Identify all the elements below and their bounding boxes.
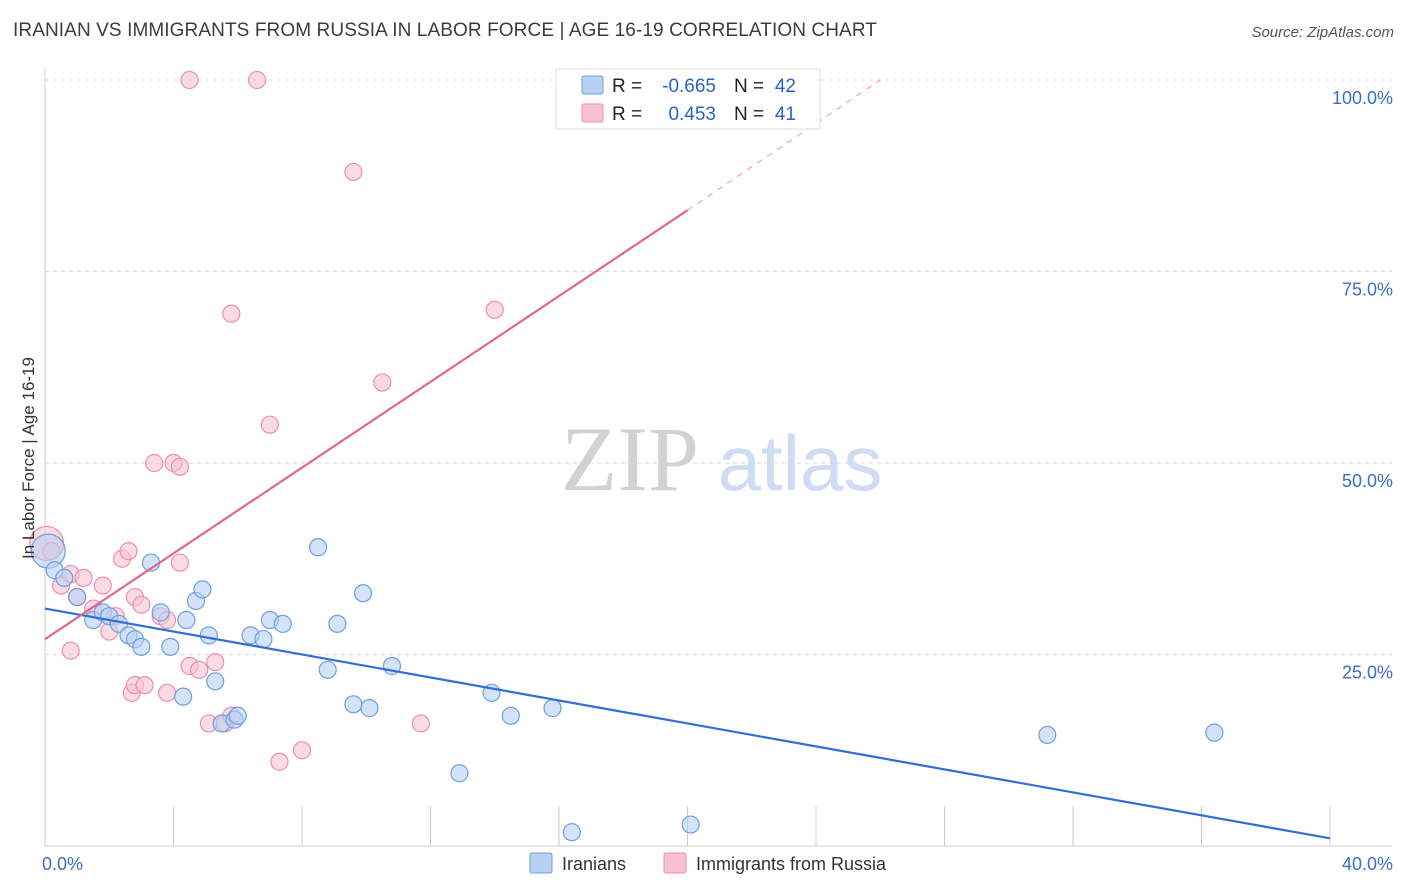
watermark-zip: ZIP	[561, 408, 699, 510]
y-tick-label: 100.0%	[1332, 88, 1393, 108]
russia-point	[260, 415, 279, 434]
iranians-point	[353, 584, 373, 603]
legend-swatch-russia	[581, 103, 604, 123]
russia-point	[132, 595, 151, 614]
bottom-legend-swatch-iranians	[529, 852, 553, 874]
iranians-point	[562, 823, 581, 842]
iranians-point	[360, 699, 379, 718]
chart-title: IRANIAN VS IMMIGRANTS FROM RUSSIA IN LAB…	[13, 20, 878, 41]
y-tick-label: 50.0%	[1342, 471, 1393, 491]
legend-r-value-russia: 0.453	[668, 104, 716, 125]
iranians-point	[254, 630, 273, 649]
iranians-point	[206, 672, 225, 691]
legend-r-value-iranians: -0.665	[662, 76, 716, 97]
russia-point	[170, 553, 190, 572]
iranians-point	[328, 614, 347, 633]
russia-point	[157, 683, 177, 702]
iranians-point	[193, 580, 212, 599]
iranians-point	[273, 614, 292, 633]
y-tick-labels: 25.0% 50.0% 75.0% 100.0%	[1332, 88, 1393, 683]
iranians-point	[151, 603, 170, 622]
russia-point	[411, 714, 430, 733]
iranians-point	[68, 587, 87, 607]
russia-point	[270, 752, 289, 771]
russia-trend-line	[44, 209, 689, 641]
bottom-legend-swatch-russia	[663, 852, 687, 874]
legend-n-label-russia: N =	[734, 104, 764, 125]
iranians-point	[177, 610, 196, 630]
russia-point	[373, 373, 392, 392]
russia-point	[247, 70, 267, 90]
iranians-point	[1038, 725, 1057, 745]
russia-trend-extension	[687, 79, 881, 211]
russia-point	[180, 70, 199, 90]
y-tick-label: 25.0%	[1342, 663, 1393, 683]
iranians-point	[174, 687, 193, 706]
russia-point	[190, 660, 209, 679]
grid-lines	[45, 79, 1392, 655]
russia-point	[145, 453, 164, 473]
russia-point	[119, 541, 138, 561]
trend-lines	[44, 79, 1331, 840]
iranians-trend-line	[44, 607, 1331, 840]
bottom-legend-label-iranians: Iranians	[562, 854, 626, 874]
legend-n-value-russia: 41	[775, 104, 796, 125]
source-credit: Source: ZipAtlas.com	[1251, 24, 1394, 41]
iranians-point	[132, 637, 151, 656]
x-tick-label: 40.0%	[1342, 854, 1393, 874]
russia-point	[292, 741, 312, 760]
russia-point	[74, 568, 93, 588]
iranians-point	[318, 660, 337, 679]
iranians-point	[55, 568, 74, 588]
iranians-point	[308, 538, 328, 557]
iranians-point	[501, 706, 520, 725]
iranians-point	[228, 706, 247, 725]
series-legend: Iranians Immigrants from Russia	[529, 852, 887, 874]
russia-point	[485, 300, 504, 319]
iranians-point	[344, 695, 363, 714]
y-tick-label: 75.0%	[1342, 280, 1393, 300]
y-axis-title: In Labor Force | Age 16-19	[19, 357, 38, 559]
russia-point	[61, 641, 80, 660]
axes	[44, 68, 1392, 847]
russia-point	[135, 676, 154, 695]
legend-r-label-russia: R =	[612, 104, 642, 125]
watermark-atlas: atlas	[718, 419, 883, 507]
legend-swatch-iranians	[581, 75, 604, 95]
legend-r-label-iranians: R =	[612, 76, 642, 97]
russia-point	[170, 457, 190, 476]
iranians-point	[1205, 723, 1224, 742]
bottom-legend-label-russia: Immigrants from Russia	[696, 854, 887, 874]
iranians-point	[450, 764, 469, 783]
russia-point	[93, 576, 112, 595]
iranians-point	[543, 699, 562, 718]
iranians-point	[681, 815, 700, 834]
russia-point	[222, 304, 241, 323]
russia-point	[206, 653, 225, 672]
iranians-point	[199, 626, 218, 645]
russia-point	[344, 162, 363, 182]
legend-n-label-iranians: N =	[734, 76, 764, 97]
legend-n-value-iranians: 42	[775, 76, 796, 97]
watermark: ZIP atlas	[561, 408, 882, 510]
x-tick-label: 0.0%	[42, 854, 83, 874]
correlation-legend: R = -0.665 N = 42 R = 0.453 N = 41	[555, 68, 821, 130]
x-tick-labels: 0.0% 40.0%	[42, 854, 1393, 874]
iranians-point	[161, 637, 180, 656]
